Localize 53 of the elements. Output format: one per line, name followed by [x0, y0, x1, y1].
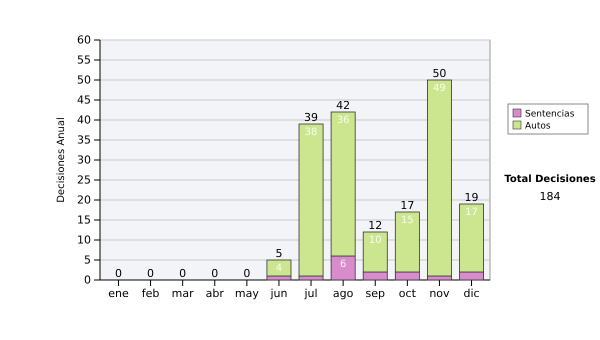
y-tick-label: 50 — [77, 74, 91, 87]
y-tick-label: 35 — [77, 134, 91, 147]
y-tick-label: 45 — [77, 94, 91, 107]
data-label: 10 — [368, 235, 382, 246]
x-tick-label: ene — [108, 286, 129, 300]
x-tick-label: nov — [429, 286, 450, 300]
x-tick-label: jun — [269, 286, 288, 300]
x-tick-label: abr — [206, 286, 224, 300]
y-axis-title: Decisiones Anual — [56, 117, 67, 203]
total-label: 5 — [275, 247, 282, 260]
data-label: 17 — [465, 207, 478, 218]
bar — [266, 260, 292, 276]
total-label: 19 — [464, 191, 479, 204]
y-tick-label: 5 — [84, 254, 91, 267]
y-tick-label: 0 — [84, 274, 91, 287]
y-tick-label: 15 — [77, 214, 91, 227]
y-tick-label: 25 — [77, 174, 91, 187]
data-label: 36 — [336, 115, 350, 126]
data-label: 49 — [433, 83, 446, 94]
x-tick-label: jul — [304, 286, 318, 300]
bar — [427, 80, 452, 276]
x-tick-label: ago — [332, 286, 354, 300]
total-label: 0 — [147, 267, 154, 280]
bar — [298, 124, 324, 276]
total-label: 12 — [368, 219, 382, 232]
text: Total Decisiones — [504, 174, 596, 185]
x-tick-label: oct — [398, 286, 417, 300]
total-label: 39 — [304, 111, 318, 124]
y-tick-label: 40 — [77, 114, 91, 127]
data-label: 4 — [276, 263, 282, 274]
data-label: 15 — [400, 215, 414, 226]
total-label: 0 — [243, 267, 250, 280]
total-label: 50 — [432, 67, 446, 80]
data-label: 38 — [304, 127, 318, 138]
y-tick-label: 60 — [77, 34, 91, 47]
total-label: 0 — [179, 267, 186, 280]
text: 184 — [540, 190, 560, 203]
x-tick-label: feb — [142, 286, 160, 300]
y-tick-label: 10 — [77, 234, 91, 247]
y-tick-label: 30 — [77, 154, 91, 167]
total-label: 17 — [400, 199, 414, 212]
total-label: 0 — [211, 267, 218, 280]
data-label: 6 — [340, 259, 346, 270]
x-tick-label: dic — [463, 286, 480, 300]
x-tick-label: may — [234, 286, 260, 300]
total-label: 42 — [336, 99, 350, 112]
x-tick-label: sep — [366, 286, 386, 300]
y-tick-label: 55 — [77, 54, 91, 67]
y-tick-label: 20 — [77, 194, 91, 207]
legend-label: Autos — [525, 122, 551, 132]
x-tick-label: mar — [172, 286, 194, 300]
legend-label: Sentencias — [525, 110, 575, 120]
total-label: 0 — [114, 267, 122, 280]
